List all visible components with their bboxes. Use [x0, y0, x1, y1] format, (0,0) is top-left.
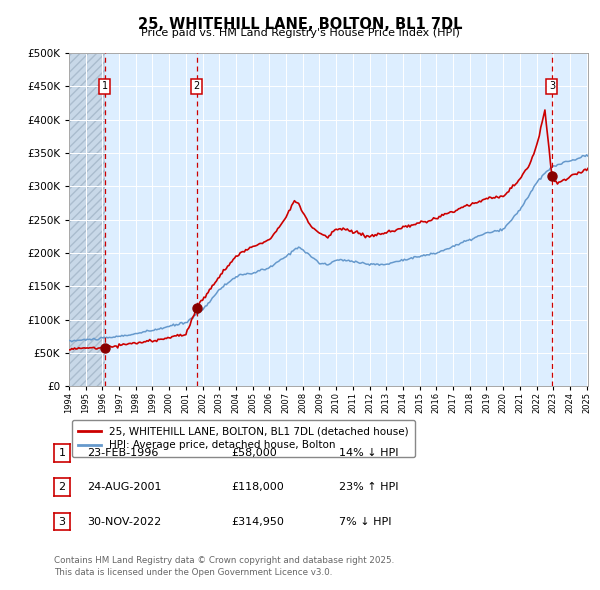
Text: 3: 3	[549, 81, 555, 91]
Text: 1: 1	[101, 81, 108, 91]
Text: 23% ↑ HPI: 23% ↑ HPI	[339, 483, 398, 492]
Legend: 25, WHITEHILL LANE, BOLTON, BL1 7DL (detached house), HPI: Average price, detach: 25, WHITEHILL LANE, BOLTON, BL1 7DL (det…	[71, 420, 415, 457]
Text: 3: 3	[59, 517, 65, 526]
Text: 2: 2	[59, 483, 65, 492]
Text: 25, WHITEHILL LANE, BOLTON, BL1 7DL: 25, WHITEHILL LANE, BOLTON, BL1 7DL	[138, 17, 462, 31]
Text: £58,000: £58,000	[231, 448, 277, 458]
Text: Price paid vs. HM Land Registry's House Price Index (HPI): Price paid vs. HM Land Registry's House …	[140, 28, 460, 38]
Text: 30-NOV-2022: 30-NOV-2022	[87, 517, 161, 526]
Text: 1: 1	[59, 448, 65, 458]
Bar	[69, 53, 105, 386]
Text: 14% ↓ HPI: 14% ↓ HPI	[339, 448, 398, 458]
Text: 23-FEB-1996: 23-FEB-1996	[87, 448, 158, 458]
Text: £118,000: £118,000	[231, 483, 284, 492]
Text: 7% ↓ HPI: 7% ↓ HPI	[339, 517, 391, 526]
Bar	[69, 53, 105, 386]
Text: 2: 2	[193, 81, 200, 91]
Text: 24-AUG-2001: 24-AUG-2001	[87, 483, 161, 492]
Text: Contains HM Land Registry data © Crown copyright and database right 2025.
This d: Contains HM Land Registry data © Crown c…	[54, 556, 394, 577]
Text: £314,950: £314,950	[231, 517, 284, 526]
